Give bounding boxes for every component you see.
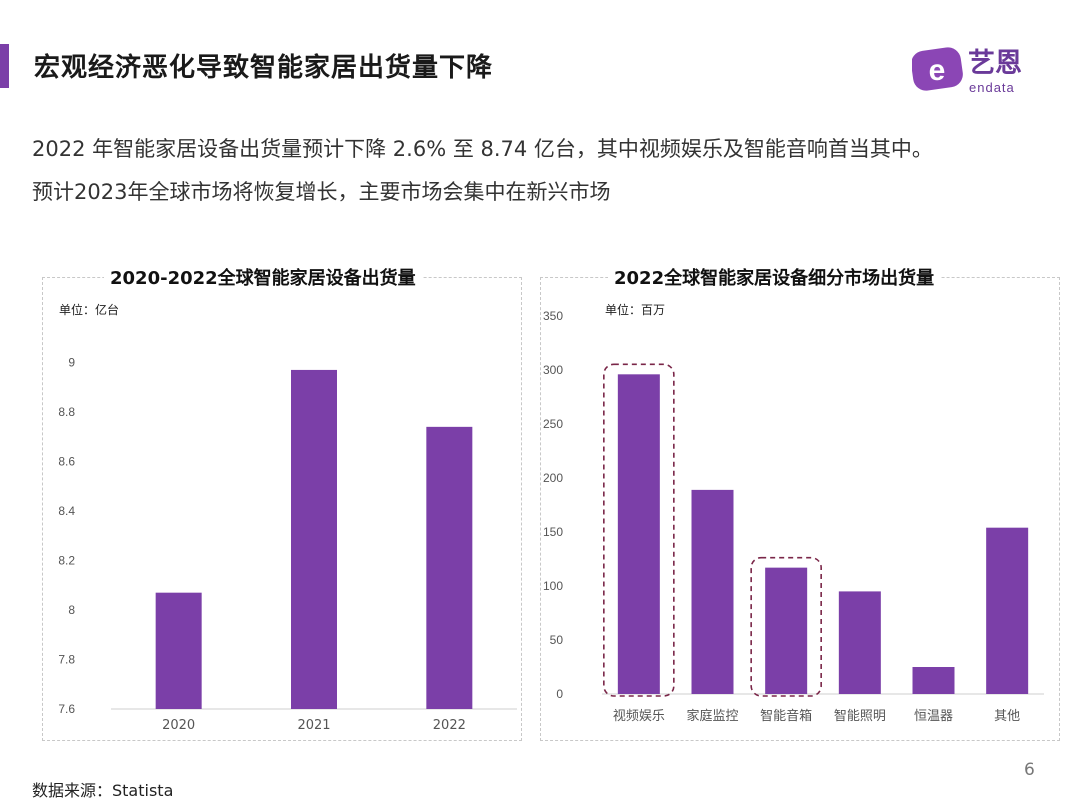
- segment-shipments-chart: 单位：百万 0 50 100 150 200 250 300 350 视频娱乐 家庭监控 智能音箱 智能…: [543, 302, 1044, 724]
- x-tick-label: 其他: [994, 709, 1020, 724]
- summary-text: 2022 年智能家居设备出货量预计下降 2.6% 至 8.74 亿台，其中视频娱…: [32, 128, 933, 214]
- slide-title: 宏观经济恶化导致智能家居出货量下降: [34, 53, 494, 83]
- bar-家庭监控: [691, 489, 734, 694]
- bar-恒温器: [912, 667, 955, 694]
- chart-unit-label: 单位：亿台: [59, 302, 119, 317]
- x-tick-label: 恒温器: [914, 709, 953, 724]
- annual-shipments-chart: 单位：亿台 7.6 7.8 8 8.2 8.4 8.6 8.8 9 2020 2021 2022: [58, 302, 517, 733]
- y-tick-label: 300: [543, 363, 563, 377]
- bar-其他: [986, 527, 1029, 694]
- endata-logo: e 艺恩 endata: [911, 42, 1047, 96]
- y-tick-label: 8: [68, 603, 75, 617]
- y-tick-label: 350: [543, 309, 563, 323]
- annual-shipments-chart-title: 2020-2022全球智能家居设备出货量: [104, 264, 422, 290]
- page-number: 6: [1024, 760, 1035, 780]
- segment-shipments-chart-title: 2022全球智能家居设备细分市场出货量: [608, 264, 941, 290]
- svg-text:艺恩: 艺恩: [968, 48, 1022, 79]
- y-tick-label: 8.4: [58, 504, 75, 518]
- bar-智能照明: [838, 591, 881, 694]
- y-tick-label: 8.2: [58, 554, 75, 568]
- y-tick-label: 8.8: [58, 405, 75, 419]
- x-tick-label: 2020: [162, 718, 195, 733]
- y-tick-label: 50: [550, 633, 564, 647]
- title-accent-bar: [0, 44, 9, 88]
- y-tick-label: 7.6: [58, 702, 75, 716]
- annual-shipments-chart-panel: 单位：亿台 7.6 7.8 8 8.2 8.4 8.6 8.8 9 2020 2021 2022: [42, 277, 522, 741]
- y-tick-label: 9: [68, 356, 75, 370]
- y-tick-label: 100: [543, 579, 563, 593]
- x-tick-label: 智能照明: [834, 709, 886, 724]
- bar-智能音箱: [765, 567, 808, 694]
- x-tick-label: 家庭监控: [686, 708, 738, 724]
- bar-视频娱乐: [617, 374, 660, 694]
- summary-line-1: 2022 年智能家居设备出货量预计下降 2.6% 至 8.74 亿台，其中视频娱…: [32, 137, 933, 161]
- segment-shipments-chart-panel: 单位：百万 0 50 100 150 200 250 300 350 视频娱乐 家庭监控 智能音箱 智能…: [540, 277, 1060, 741]
- highlight-box-智能音箱: [750, 556, 822, 697]
- highlight-box-视频娱乐: [603, 363, 675, 697]
- svg-text:e: e: [929, 54, 946, 87]
- bar-2022: [426, 426, 473, 709]
- bar-2021: [291, 369, 337, 709]
- chart-unit-label: 单位：百万: [605, 302, 665, 317]
- x-tick-label: 视频娱乐: [613, 709, 665, 724]
- y-tick-label: 7.8: [58, 653, 75, 667]
- summary-line-2: 预计2023年全球市场将恢复增长，主要市场会集中在新兴市场: [32, 180, 611, 204]
- x-tick-label: 智能音箱: [760, 708, 812, 724]
- y-tick-label: 250: [543, 417, 563, 431]
- svg-text:endata: endata: [969, 80, 1015, 95]
- x-tick-label: 2022: [433, 718, 466, 733]
- x-tick-label: 2021: [297, 718, 330, 733]
- y-tick-label: 8.6: [58, 455, 75, 469]
- bar-2020: [155, 592, 202, 709]
- y-tick-label: 0: [556, 687, 563, 701]
- y-tick-label: 150: [543, 525, 563, 539]
- y-tick-label: 200: [543, 471, 563, 485]
- data-source: 数据来源：Statista: [32, 781, 174, 800]
